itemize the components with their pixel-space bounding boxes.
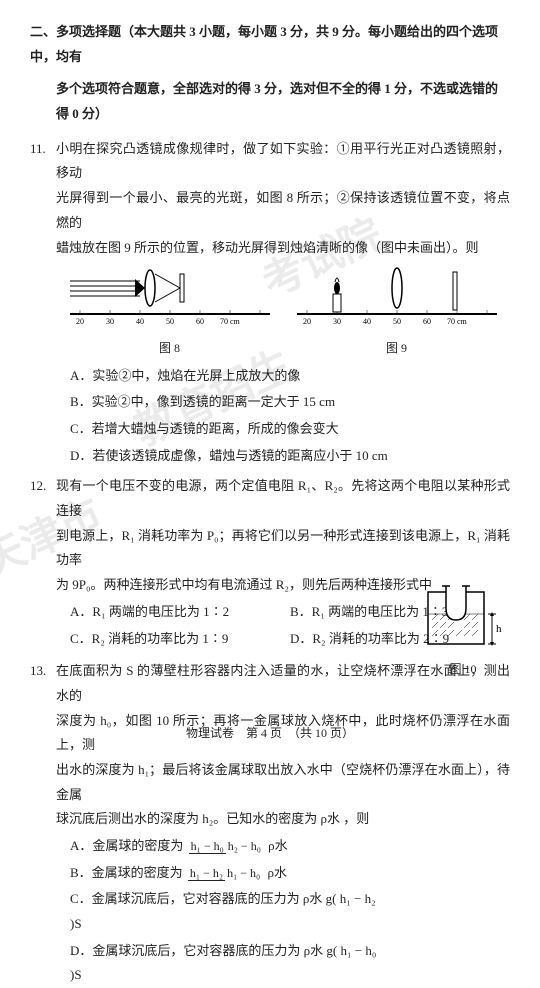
fraction: h₁ − h₀h₂ − h₀ [189, 840, 263, 853]
svg-text:40: 40 [363, 317, 371, 326]
figure-8-svg: 20 30 40 50 60 70 cm [70, 266, 270, 326]
figures-row: 20 30 40 50 60 70 cm 图 8 20 30 40 50 60 70 cm 图 9 [56, 266, 510, 359]
option-a: A．R₁ 两端的电压比为 1∶2 [70, 600, 290, 625]
svg-text:20: 20 [303, 317, 311, 326]
question-number: 13. [30, 659, 46, 684]
svg-text:30: 30 [106, 317, 114, 326]
option-b: B．金属球的密度为 h₁ − h₂h₁ − h₀ ρ水 [70, 861, 390, 886]
question-text: 小明在探究凸透镜成像规律时，做了如下实验：①用平行光正对凸透镜照射，移动 光屏得… [56, 137, 510, 260]
option-a: A．金属球的密度为 h₁ − h₀h₂ − h₀ ρ水 [70, 834, 390, 859]
figure-8-caption: 图 8 [70, 337, 270, 360]
option-c: C．R₂ 消耗的功率比为 1∶9 [70, 627, 290, 652]
figure-9-caption: 图 9 [297, 337, 497, 360]
figure-8: 20 30 40 50 60 70 cm 图 8 [70, 266, 270, 359]
section-title-line2: 多个选项符合题意，全部选对的得 3 分，选对但不全的得 1 分，不选或选错的得 … [56, 77, 510, 126]
option-c: C．若增大蜡烛与透镜的距离，所成的像会变大 [70, 417, 510, 442]
svg-text:30: 30 [333, 317, 341, 326]
figure-9-svg: 20 30 40 50 60 70 cm [297, 266, 497, 326]
figure-10-svg: h₀ [424, 580, 502, 648]
figure-10: h₀ 图 10 [424, 580, 502, 681]
h0-label: h₀ [496, 623, 502, 635]
question-11: 11. 小明在探究凸透镜成像规律时，做了如下实验：①用平行光正对凸透镜照射，移动… [30, 137, 510, 469]
figure-10-caption: 图 10 [424, 658, 502, 681]
svg-text:40: 40 [136, 317, 144, 326]
question-number: 11. [30, 137, 46, 162]
svg-text:50: 50 [166, 317, 174, 326]
svg-text:60: 60 [423, 317, 431, 326]
question-number: 12. [30, 474, 46, 499]
section-title-line1: 二、多项选择题（本大题共 3 小题，每小题 3 分，共 9 分。每小题给出的四个… [30, 20, 510, 69]
option-c: C．金属球沉底后，它对容器底的压力为 ρ水 g( h₁ − h₂ )S [70, 887, 390, 936]
svg-text:60: 60 [196, 317, 204, 326]
options-11: A．实验②中，烛焰在光屏上成放大的像 B．实验②中，像到透镜的距离一定大于 15… [70, 364, 510, 469]
question-13: 13. 在底面积为 S 的薄壁柱形容器内注入适量的水，让空烧杯漂浮在水面上，测出… [30, 659, 510, 988]
fraction: h₁ − h₂h₁ − h₀ [188, 867, 262, 880]
option-d: D．金属球沉底后，它对容器底的压力为 ρ水 g( h₁ − h₀ )S [70, 939, 390, 988]
option-a: A．实验②中，烛焰在光屏上成放大的像 [70, 364, 510, 389]
svg-text:50: 50 [393, 317, 401, 326]
option-b: B．实验②中，像到透镜的距离一定大于 15 cm [70, 390, 510, 415]
svg-text:70 cm: 70 cm [447, 317, 468, 326]
option-d: D．若使该透镜成虚像，蜡烛与透镜的距离应小于 10 cm [70, 444, 510, 469]
page-footer: 物理试卷 第 4 页 （共 10 页） [0, 722, 540, 745]
options-13: A．金属球的密度为 h₁ − h₀h₂ − h₀ ρ水 B．金属球的密度为 h₁… [70, 834, 390, 988]
figure-9: 20 30 40 50 60 70 cm 图 9 [297, 266, 497, 359]
question-text: 在底面积为 S 的薄壁柱形容器内注入适量的水，让空烧杯漂浮在水面上，测出水的 深… [56, 659, 510, 832]
svg-text:20: 20 [76, 317, 84, 326]
svg-text:70 cm: 70 cm [220, 317, 241, 326]
